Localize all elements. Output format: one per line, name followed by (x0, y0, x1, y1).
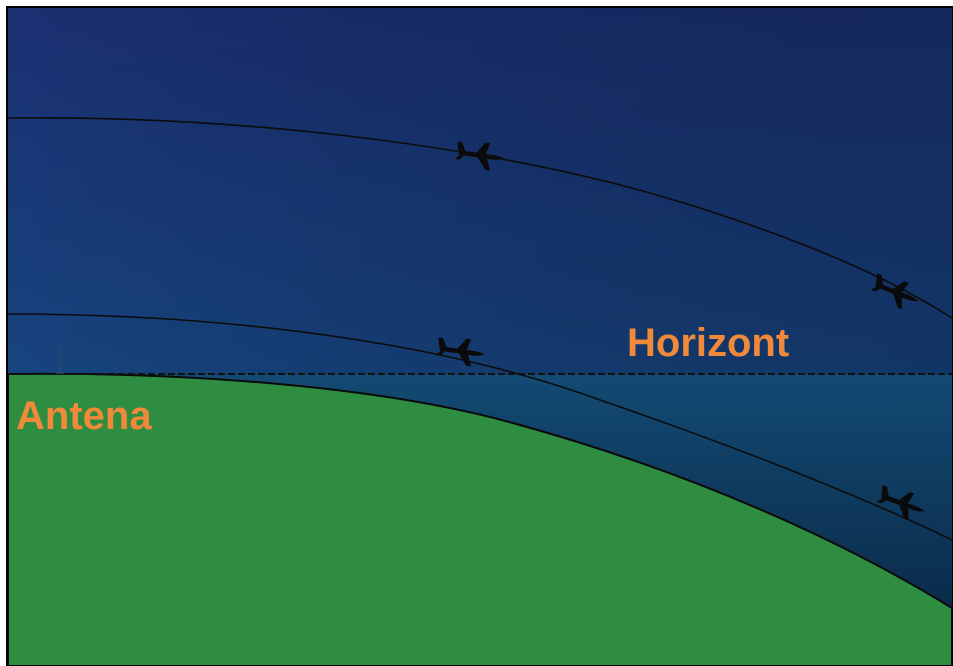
flight-path-upper (7, 117, 953, 319)
frame-border (6, 6, 953, 666)
earth-surface (7, 372, 953, 666)
antenna-label: Antena (16, 394, 152, 438)
horizon-label: Horizont (627, 321, 789, 365)
flight-path-lower (7, 313, 953, 541)
antenna-icon (56, 345, 64, 374)
